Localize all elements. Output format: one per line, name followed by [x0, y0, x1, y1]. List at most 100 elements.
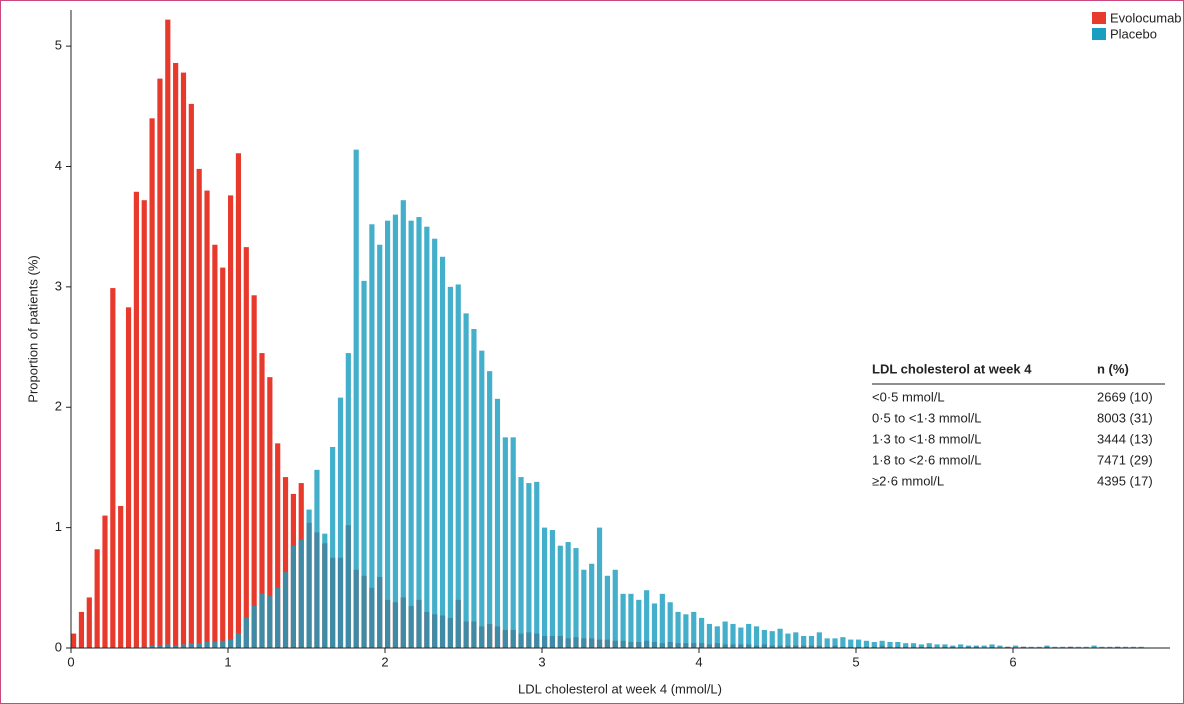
bar [863, 640, 870, 648]
bar [282, 572, 289, 648]
table-cell: 7471 (29) [1097, 452, 1153, 467]
bar [1107, 646, 1113, 648]
bar [133, 191, 139, 648]
bar [620, 593, 626, 648]
bar [149, 118, 155, 649]
bar [722, 621, 728, 648]
x-tick-label: 2 [381, 654, 388, 669]
bar [502, 437, 508, 648]
bar [196, 168, 202, 648]
bar [542, 527, 548, 648]
bar [494, 398, 501, 648]
bar [769, 631, 775, 648]
bar [1122, 646, 1129, 648]
legend-label: Evolocumab [1110, 10, 1182, 25]
bar [832, 638, 838, 648]
bar [157, 78, 163, 648]
bar [251, 605, 257, 648]
x-tick-label: 3 [538, 654, 545, 669]
bar [667, 602, 673, 648]
bar [1067, 646, 1074, 648]
y-axis-label: Proportion of patients (%) [25, 255, 40, 402]
bar [903, 643, 909, 648]
bar [1091, 645, 1097, 648]
bar [699, 617, 705, 648]
bar [275, 587, 281, 648]
y-tick-label: 0 [55, 639, 62, 654]
bar [777, 628, 783, 648]
bar [801, 635, 807, 648]
bar [989, 644, 995, 648]
bar [322, 533, 328, 648]
bar [848, 639, 854, 648]
bar [220, 640, 226, 648]
bar [228, 195, 234, 648]
bar [235, 153, 242, 648]
bar [628, 593, 634, 648]
bar [251, 295, 257, 648]
bar [785, 633, 791, 648]
bar [487, 371, 493, 648]
table-cell: 2669 (10) [1097, 389, 1153, 404]
bar [675, 611, 681, 648]
table-cell: <0·5 mmol/L [872, 389, 945, 404]
bar [377, 244, 383, 649]
bar [659, 593, 665, 648]
bar [267, 377, 273, 648]
x-tick-label: 4 [695, 654, 702, 669]
bar [1060, 646, 1066, 648]
bar [706, 623, 713, 648]
bar [165, 644, 171, 648]
bar [188, 103, 194, 648]
bar [385, 220, 391, 648]
bar [392, 214, 399, 648]
bar [1075, 646, 1081, 648]
bar [455, 284, 461, 648]
bar [738, 627, 744, 648]
bar [973, 645, 979, 648]
bar [243, 247, 249, 648]
y-tick-label: 5 [55, 38, 62, 53]
bar [910, 643, 917, 648]
bar [730, 623, 736, 648]
bar [1020, 646, 1027, 648]
y-tick-label: 2 [55, 399, 62, 414]
bar [589, 563, 595, 648]
bar [212, 244, 218, 649]
bar [259, 353, 265, 648]
bar [895, 641, 901, 648]
bar [746, 623, 752, 648]
table-cell: 3444 (13) [1097, 431, 1153, 446]
bar [714, 626, 720, 648]
table-cell: 0·5 to <1·3 mmol/L [872, 410, 981, 425]
bar [856, 639, 862, 648]
bar [604, 575, 610, 648]
bar [141, 646, 147, 648]
bar [243, 617, 249, 648]
bar [997, 645, 1003, 648]
x-tick-label: 0 [67, 654, 74, 669]
x-tick-label: 6 [1009, 654, 1016, 669]
bar [102, 515, 108, 648]
bar [173, 645, 179, 648]
bar [793, 632, 799, 648]
bar [565, 542, 571, 648]
bar [636, 599, 642, 648]
bar [220, 267, 226, 648]
bar [1013, 645, 1019, 648]
bar [1028, 646, 1034, 648]
table-cell: 4395 (17) [1097, 473, 1153, 488]
bar [212, 641, 218, 648]
bar [204, 190, 210, 648]
bar [408, 220, 414, 648]
bar [180, 644, 187, 648]
legend-swatch [1092, 12, 1106, 24]
bar [612, 569, 618, 648]
bar [463, 313, 469, 648]
bar [180, 72, 187, 648]
bar [518, 477, 524, 648]
table-header: LDL cholesterol at week 4 [872, 361, 1032, 376]
table-header: n (%) [1097, 361, 1129, 376]
bar [1115, 646, 1121, 648]
